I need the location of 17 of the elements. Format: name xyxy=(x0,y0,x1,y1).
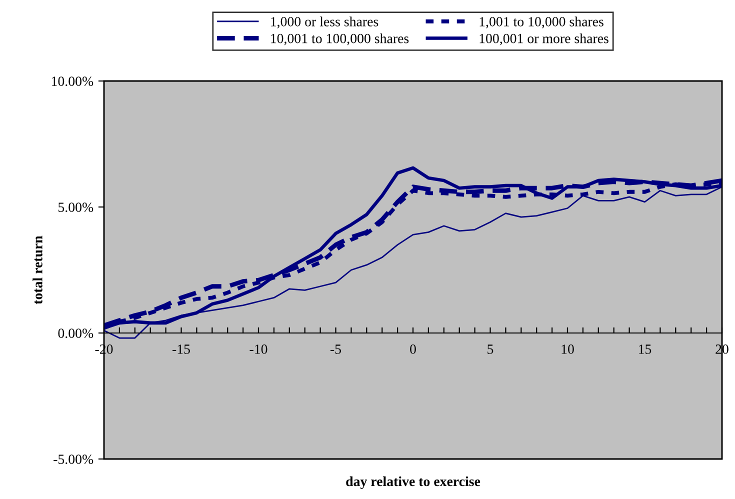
y-tick-label: 5.00% xyxy=(58,202,94,212)
y-axis-title: total return xyxy=(32,236,42,304)
x-tick-label: 0 xyxy=(410,344,416,354)
y-tick-label: 10.00% xyxy=(52,76,94,86)
x-tick-label: -15 xyxy=(172,344,190,354)
legend-label: 1,001 to 10,000 shares xyxy=(480,16,604,28)
x-tick-label: -10 xyxy=(250,344,268,354)
x-tick-label: 15 xyxy=(639,344,652,354)
x-axis-title: day relative to exercise xyxy=(346,476,480,490)
legend-label: 10,001 to 100,000 shares xyxy=(271,33,409,46)
y-tick-label: -5.00% xyxy=(54,454,94,464)
legend-label: 100,001 or more shares xyxy=(480,33,608,46)
y-tick-label: 0.00% xyxy=(58,328,94,338)
x-tick-label: 5 xyxy=(488,344,494,354)
legend-label: 1,000 or less shares xyxy=(271,16,378,28)
x-tick-label: -5 xyxy=(330,344,341,354)
x-tick-label: 10 xyxy=(562,344,574,354)
